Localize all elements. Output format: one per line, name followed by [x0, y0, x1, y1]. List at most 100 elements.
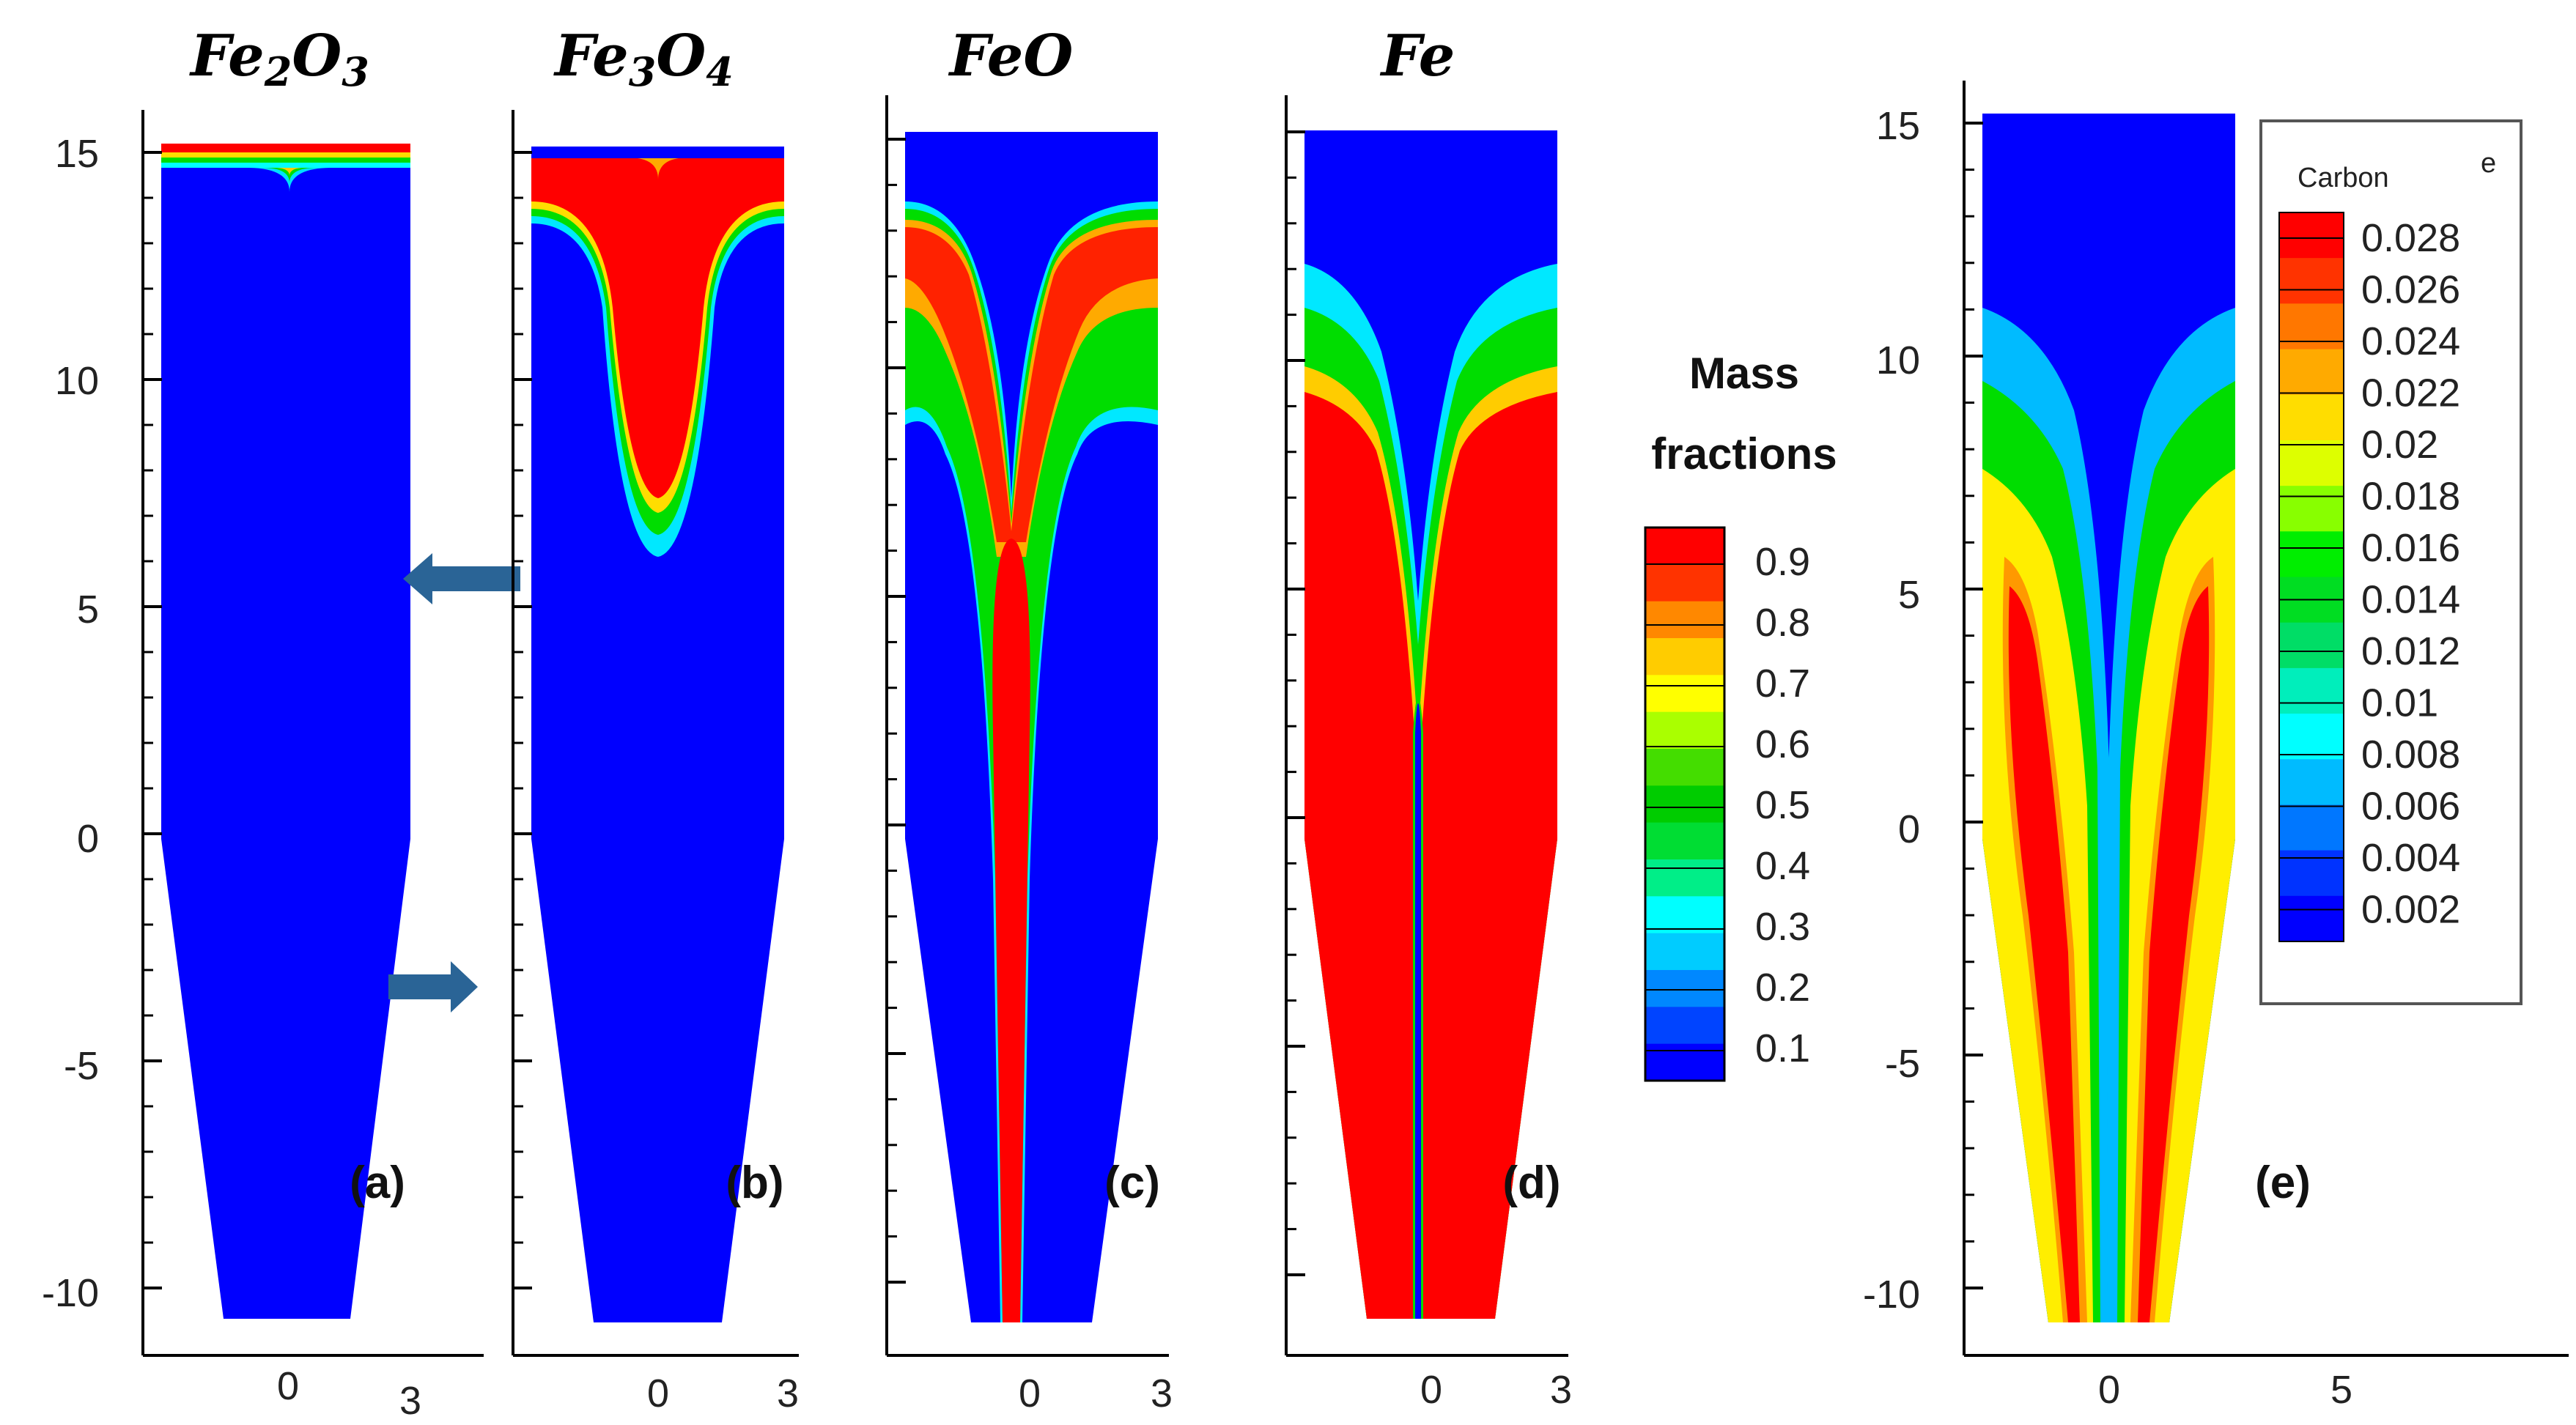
colorbar-band — [1645, 675, 1724, 713]
panel-a-axes: 15 10 5 0 -5 -10 0 3 — [42, 110, 484, 1423]
x-tick-label: 3 — [1550, 1368, 1572, 1412]
carbon-colorbar-label: 0.004 — [2361, 836, 2460, 880]
carbon-colorbar-band — [2279, 440, 2344, 487]
carbon-colorbar-band — [2279, 622, 2344, 669]
carbon-colorbar-band — [2279, 804, 2344, 851]
colorbar-label: 0.6 — [1755, 722, 1810, 766]
carbon-colorbar-label: 0.006 — [2361, 785, 2460, 829]
arrow-right — [388, 961, 478, 1013]
colorbar-label: 0.2 — [1755, 966, 1810, 1010]
colorbar-band — [1645, 638, 1724, 676]
y-tick-label: -10 — [42, 1271, 99, 1315]
carbon-colorbar-label: 0.022 — [2361, 371, 2460, 415]
carbon-colorbar-label: 0.01 — [2361, 681, 2438, 725]
panel-b-title: Fe3O4 — [553, 23, 734, 95]
colorbar-band — [1645, 1043, 1724, 1081]
carbon-colorbar: Carbon e 0.028 0.026 0.024 0.022 0.02 0.018 0.… — [2259, 119, 2523, 1005]
carbon-colorbar-band — [2279, 303, 2344, 350]
x-tick-label: 0 — [277, 1364, 299, 1408]
panel-b-axes: 0 3 — [512, 110, 799, 1415]
colorbar-band — [1645, 970, 1724, 1008]
y-tick-label: 5 — [1898, 573, 1920, 617]
carbon-colorbar-label: 0.018 — [2361, 475, 2460, 519]
x-tick-label: 3 — [399, 1379, 421, 1423]
carbon-colorbar-label: 0.008 — [2361, 733, 2460, 777]
panel-e-axes: 15 10 5 0 -5 -10 0 5 — [1863, 81, 2569, 1412]
panel-a-title: Fe2O3 — [189, 23, 369, 95]
x-tick-label: 5 — [2330, 1368, 2352, 1412]
x-tick-label: 0 — [1420, 1368, 1442, 1412]
panel-d-contour — [1304, 130, 1557, 1319]
panel-b: Fe3O4 0 3 (b) — [512, 23, 799, 1415]
colorbar-label: 0.8 — [1755, 601, 1810, 645]
colorbar-band — [1645, 711, 1724, 749]
panel-a-contour — [161, 144, 410, 1319]
panel-d-axes: 0 3 — [1285, 95, 1572, 1412]
carbon-colorbar-band — [2279, 212, 2344, 259]
carbon-colorbar-band — [2279, 714, 2344, 760]
colorbar-band — [1645, 564, 1724, 602]
y-tick-label: 10 — [55, 359, 99, 403]
carbon-colorbar-label: 0.014 — [2361, 578, 2460, 622]
carbon-colorbar-label: 0.02 — [2361, 423, 2438, 467]
panel-a: Fe2O3 15 10 5 0 -5 -10 0 3 — [42, 23, 520, 1423]
carbon-colorbar-label: 0.016 — [2361, 526, 2460, 570]
carbon-colorbar-label: 0.024 — [2361, 319, 2460, 363]
carbon-title-clipped-glyph: e — [2481, 148, 2496, 179]
panel-c-label: (c) — [1104, 1158, 1160, 1208]
colorbar-band — [1645, 896, 1724, 934]
colorbar-band — [1645, 822, 1724, 860]
panel-b-contour — [531, 147, 784, 1322]
panel-d: Fe 0 3 (d) — [1285, 23, 1572, 1412]
carbon-colorbar-band — [2279, 531, 2344, 578]
panel-d-title: Fe — [1380, 23, 1455, 89]
carbon-colorbar-band — [2279, 486, 2344, 533]
colorbar-band — [1645, 859, 1724, 897]
mass-fraction-colorbar: Mass fractions 0.9 0.8 0.7 0.6 0.5 0.4 0… — [1644, 349, 1837, 1082]
carbon-colorbar-band — [2279, 349, 2344, 396]
carbon-colorbar-band — [2279, 258, 2344, 305]
colorbar-band — [1645, 528, 1724, 566]
y-tick-label: 10 — [1876, 338, 1920, 382]
carbon-colorbar-band — [2279, 759, 2344, 806]
colorbar-label: 0.5 — [1755, 783, 1810, 827]
x-tick-label: 0 — [1019, 1372, 1041, 1415]
x-tick-label: 3 — [777, 1372, 799, 1415]
colorbar-band — [1645, 933, 1724, 971]
panel-c-title: FeO — [948, 23, 1074, 89]
y-tick-label: 15 — [1876, 104, 1920, 148]
colorbar-label: 0.1 — [1755, 1026, 1810, 1070]
panel-c: FeO 0 3 (c) — [885, 23, 1173, 1415]
colorbar-band — [1645, 749, 1724, 787]
panel-e-contour — [1982, 114, 2235, 1322]
y-tick-label: 5 — [77, 588, 99, 632]
carbon-colorbar-label: 0.002 — [2361, 888, 2460, 932]
carbon-colorbar-band — [2279, 895, 2344, 942]
panel-d-label: (d) — [1502, 1158, 1560, 1208]
y-tick-label: -10 — [1863, 1273, 1920, 1317]
panel-b-label: (b) — [726, 1158, 783, 1208]
colorbar-label: 0.9 — [1755, 540, 1810, 584]
colorbar-band — [1645, 1007, 1724, 1045]
y-tick-label: 15 — [55, 132, 99, 176]
colorbar-label: 0.3 — [1755, 905, 1810, 949]
panel-c-axes: 0 3 — [885, 95, 1173, 1415]
colorbar-label: 0.7 — [1755, 662, 1810, 706]
y-tick-label: 0 — [1898, 807, 1920, 851]
panel-e-label: (e) — [2255, 1158, 2311, 1208]
colorbar-title-line1: Mass — [1689, 349, 1799, 398]
colorbar-title-line2: fractions — [1651, 429, 1837, 478]
y-tick-label: 0 — [77, 817, 99, 861]
x-tick-label: 0 — [2098, 1368, 2120, 1412]
colorbar-band — [1645, 785, 1724, 823]
carbon-colorbar-band — [2279, 667, 2344, 715]
arrow-left — [403, 553, 520, 604]
panel-a-label: (a) — [350, 1158, 405, 1208]
panel-c-contour — [905, 132, 1158, 1322]
carbon-colorbar-label: 0.028 — [2361, 216, 2460, 260]
colorbar-label: 0.4 — [1755, 844, 1810, 888]
y-tick-label: -5 — [64, 1044, 99, 1088]
x-tick-label: 0 — [647, 1372, 669, 1415]
carbon-colorbar-label: 0.012 — [2361, 629, 2460, 673]
